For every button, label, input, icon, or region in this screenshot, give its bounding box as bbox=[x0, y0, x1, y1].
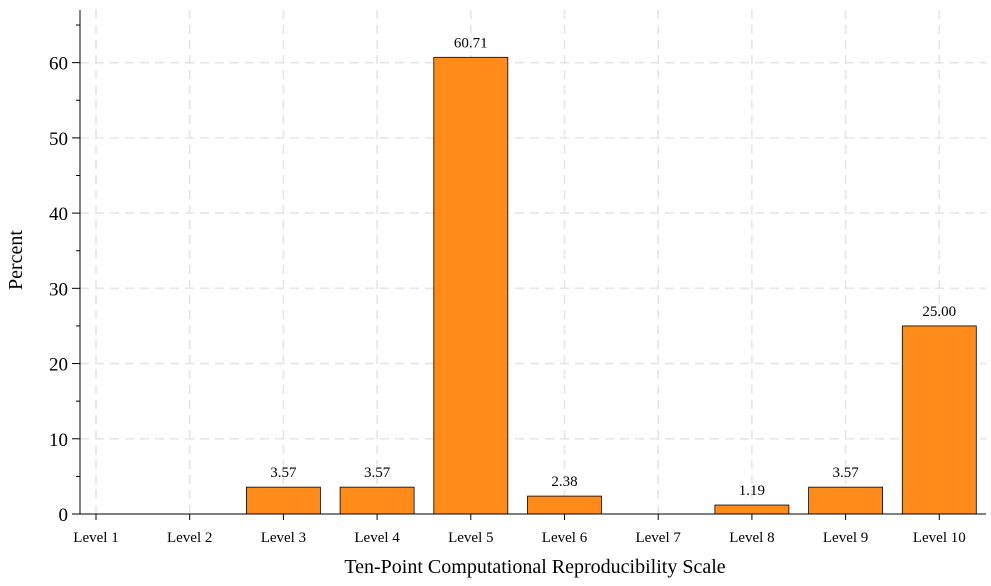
grid-lines bbox=[80, 10, 986, 514]
bar-level-6 bbox=[527, 495, 602, 515]
y-ticks: 0 10 20 30 40 50 60 bbox=[49, 24, 80, 526]
bar-level-5 bbox=[433, 56, 509, 515]
x-tick-label: Level 1 bbox=[73, 530, 118, 546]
bar-level-9 bbox=[808, 486, 883, 515]
x-tick-label: Level 7 bbox=[635, 530, 681, 546]
x-ticks: Level 1 Level 2 Level 3 Level 4 Level 5 Level… bbox=[73, 514, 966, 546]
x-tick-label: Level 6 bbox=[542, 530, 588, 546]
x-tick-label: Level 8 bbox=[729, 530, 774, 546]
bar-level-3 bbox=[245, 486, 321, 515]
data-label: 3.57 bbox=[364, 465, 391, 481]
axes bbox=[79, 10, 986, 515]
x-tick-label: Level 9 bbox=[823, 530, 868, 546]
data-label: 3.57 bbox=[832, 465, 859, 481]
y-tick-label: 40 bbox=[49, 204, 68, 225]
y-tick-label: 30 bbox=[49, 279, 68, 300]
bars bbox=[245, 56, 977, 515]
bar-level-10 bbox=[901, 325, 977, 515]
x-tick-label: Level 4 bbox=[354, 530, 400, 546]
y-tick-label: 20 bbox=[49, 355, 68, 376]
x-tick-label: Level 5 bbox=[448, 530, 493, 546]
data-label: 60.71 bbox=[454, 35, 488, 51]
y-axis-title: Percent bbox=[5, 230, 27, 290]
x-tick-label: Level 10 bbox=[913, 530, 966, 546]
bar-level-8 bbox=[714, 504, 790, 515]
data-label: 25.00 bbox=[922, 304, 956, 320]
data-label: 2.38 bbox=[551, 474, 577, 490]
y-tick-label: 60 bbox=[49, 54, 68, 75]
y-tick-label: 0 bbox=[59, 505, 69, 526]
bar-level-4 bbox=[339, 486, 415, 515]
data-labels: 3.57 3.57 60.71 2.38 1.19 3.57 25.00 bbox=[270, 35, 956, 499]
y-tick-label: 50 bbox=[49, 129, 68, 150]
x-tick-label: Level 2 bbox=[167, 530, 212, 546]
data-label: 1.19 bbox=[739, 483, 765, 499]
y-tick-label: 10 bbox=[49, 430, 68, 451]
x-axis-title: Ten-Point Computational Reproducibility … bbox=[344, 556, 725, 578]
x-tick-label: Level 3 bbox=[261, 530, 306, 546]
data-label: 3.57 bbox=[270, 465, 297, 481]
